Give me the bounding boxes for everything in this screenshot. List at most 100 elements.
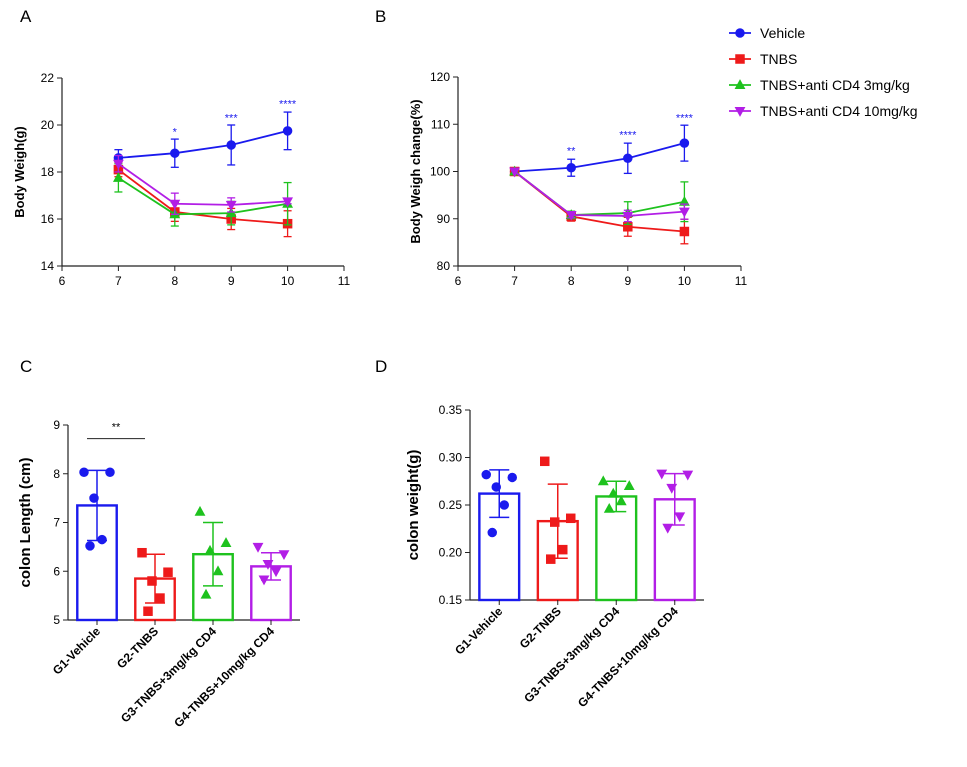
chart-legend: Vehicle TNBS TNBS+anti CD4 3mg/kg TNBS+anti… xyxy=(729,25,918,119)
data-point xyxy=(558,544,568,555)
data-point xyxy=(200,588,212,599)
x-tick-label: 9 xyxy=(228,274,235,288)
y-tick-label: 80 xyxy=(437,259,451,273)
data-point xyxy=(155,593,165,603)
y-tick-label: 110 xyxy=(431,117,450,131)
data-point xyxy=(662,523,674,534)
x-tick-label: 9 xyxy=(624,274,631,288)
data-point xyxy=(258,575,270,586)
data-point xyxy=(170,148,180,158)
x-tick-label: G1-Vehicle xyxy=(50,624,104,678)
x-tick-label: 8 xyxy=(568,274,575,288)
data-point xyxy=(85,541,95,551)
significance-label: **** xyxy=(279,98,297,110)
data-point xyxy=(204,544,216,555)
data-point xyxy=(212,565,224,576)
data-point xyxy=(509,167,521,178)
chart-panel-d: 0.15 0.20 0.25 0.30 0.35 colon weight(g) G1-Ve… xyxy=(405,403,704,710)
y-tick-label: 90 xyxy=(437,212,451,226)
data-point xyxy=(491,482,501,492)
series-line xyxy=(514,170,685,216)
data-point xyxy=(550,517,560,527)
x-tick-label: 11 xyxy=(735,274,748,288)
data-point xyxy=(666,483,678,494)
x-tick-label: 11 xyxy=(338,274,351,288)
legend-label: TNBS+anti CD4 10mg/kg xyxy=(760,103,918,119)
y-tick-label: 0.35 xyxy=(439,403,463,417)
panel-label-b: B xyxy=(375,7,386,26)
series-line xyxy=(117,177,288,216)
x-tick-label: G4-TNBS+10mg/kg CD4 xyxy=(575,604,681,710)
data-point xyxy=(89,493,99,503)
data-point xyxy=(169,199,181,210)
significance-label: **** xyxy=(619,129,637,141)
data-point xyxy=(194,505,206,516)
x-tick-label: G1-Vehicle xyxy=(452,604,506,658)
data-point xyxy=(566,162,576,173)
x-tick-label: 6 xyxy=(455,274,462,288)
x-tick-label: G2-TNBS xyxy=(114,624,161,671)
x-tick-label: 7 xyxy=(115,274,122,288)
series-line xyxy=(117,168,288,225)
data-point xyxy=(163,567,173,577)
data-point xyxy=(252,542,264,553)
significance-label: ** xyxy=(112,422,121,434)
data-point xyxy=(282,126,293,136)
data-point xyxy=(481,469,491,480)
data-point xyxy=(622,211,634,222)
y-tick-label: 18 xyxy=(41,165,55,179)
x-tick-label: 6 xyxy=(59,274,66,288)
panel-label-c: C xyxy=(20,357,32,376)
y-tick-label: 20 xyxy=(41,118,55,132)
data-point xyxy=(79,467,89,478)
y-tick-label: 100 xyxy=(430,165,450,179)
x-tick-label: G3-TNBS+3mg/kg CD4 xyxy=(521,604,622,705)
y-tick-label: 14 xyxy=(41,259,55,273)
data-point xyxy=(112,172,124,182)
y-axis-label: colon weight(g) xyxy=(405,450,422,561)
data-point xyxy=(282,197,294,208)
significance-label: ** xyxy=(567,145,576,157)
data-point xyxy=(674,512,686,523)
legend-label: Vehicle xyxy=(760,25,805,41)
y-tick-label: 7 xyxy=(53,516,60,530)
data-point xyxy=(597,475,609,486)
significance-label: * xyxy=(173,127,178,139)
data-point xyxy=(623,480,635,490)
y-tick-label: 5 xyxy=(53,613,60,627)
legend-label: TNBS xyxy=(760,51,797,67)
y-axis-label: colon Length (cm) xyxy=(17,458,34,588)
y-tick-label: 0.15 xyxy=(439,593,463,607)
series-line xyxy=(514,170,685,217)
data-point xyxy=(603,502,615,513)
data-point xyxy=(540,456,550,467)
x-tick-label: G2-TNBS xyxy=(517,604,564,651)
data-point xyxy=(623,153,633,164)
y-axis-label: Body Weigh(g) xyxy=(12,126,27,217)
data-point xyxy=(656,469,668,480)
data-point xyxy=(143,606,153,616)
data-point xyxy=(499,500,509,510)
x-tick-label: G4-TNBS+10mg/kg CD4 xyxy=(171,624,277,730)
data-point xyxy=(147,576,157,586)
legend-marker xyxy=(735,28,745,38)
data-point xyxy=(546,554,556,564)
data-point xyxy=(566,513,576,524)
data-point xyxy=(565,210,577,221)
data-point xyxy=(615,495,627,506)
legend-label: TNBS+anti CD4 3mg/kg xyxy=(760,77,910,93)
panel-label-d: D xyxy=(375,357,387,376)
data-point xyxy=(105,467,115,478)
y-tick-label: 6 xyxy=(53,564,60,578)
data-point xyxy=(678,207,690,218)
data-point xyxy=(112,159,124,170)
series-line xyxy=(117,163,288,206)
y-tick-label: 0.30 xyxy=(439,451,463,465)
series-line xyxy=(514,142,685,173)
data-point xyxy=(225,200,237,211)
data-point xyxy=(226,140,236,150)
x-tick-label: 7 xyxy=(511,274,518,288)
y-tick-label: 9 xyxy=(53,418,60,432)
